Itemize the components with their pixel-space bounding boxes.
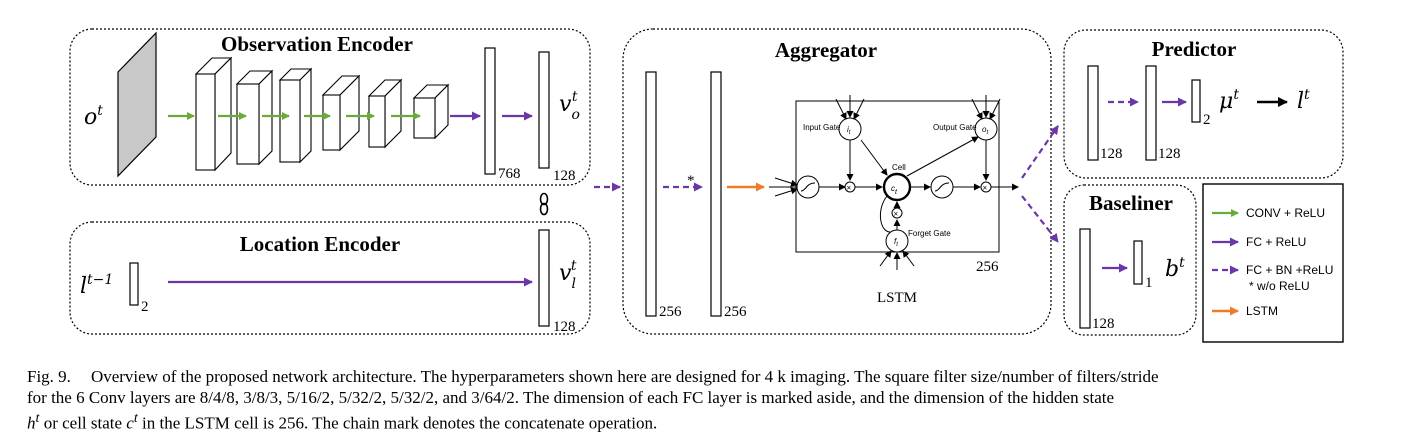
fc-768-label: 768 <box>498 166 521 182</box>
pred-output-dim: 2 <box>1203 112 1211 128</box>
conv-layer-6 <box>412 83 450 140</box>
location-encoder-title: Location Encoder <box>240 232 400 256</box>
legend: CONV + ReLU FC + ReLU FC + BN +ReLU * w/… <box>1212 206 1333 318</box>
concat-chain-icon <box>539 192 549 216</box>
mean-symbol: μt <box>1219 87 1239 114</box>
agg-fc-layer-2 <box>710 71 722 317</box>
figure-number: Fig. 9. <box>27 367 71 386</box>
to-baseliner-arrow <box>1021 195 1059 243</box>
svg-text:ft: ft <box>894 237 898 248</box>
base-output-dim: 1 <box>1145 275 1153 291</box>
svg-text:it: it <box>847 125 851 136</box>
forget-gate-label: Forget Gate <box>908 229 951 238</box>
base-output-vector <box>1133 240 1143 285</box>
observation-encoder-title: Observation Encoder <box>221 32 413 56</box>
legend-conv-label: CONV + ReLU <box>1246 206 1325 220</box>
svg-text:×: × <box>847 184 852 193</box>
agg-fc-1-label: 256 <box>659 304 682 320</box>
baseliner-title: Baseliner <box>1089 191 1173 215</box>
svg-text:×: × <box>983 184 988 193</box>
forget-gate-node <box>885 229 909 253</box>
input-gate-label: Input Gate <box>803 123 841 132</box>
fc-obs-128-label: 128 <box>553 168 576 184</box>
location-input-vector <box>129 262 139 306</box>
pred-fc-1-label: 128 <box>1100 146 1123 162</box>
base-fc-label: 128 <box>1092 316 1115 332</box>
next-location-symbol: lt <box>1297 87 1310 114</box>
fc-layer-768 <box>484 47 496 175</box>
svg-text:×: × <box>894 210 899 219</box>
pred-fc-2-label: 128 <box>1158 146 1181 162</box>
caption-line-1: Overview of the proposed network archite… <box>90 367 1159 386</box>
conv-layer-5 <box>367 78 403 149</box>
fc-layer-loc-128 <box>538 229 550 327</box>
output-activation-node <box>930 175 954 199</box>
input-observation-symbol: ot <box>84 103 103 130</box>
agg-fc-2-label: 256 <box>724 304 747 320</box>
legend-lstm-label: LSTM <box>1246 304 1278 318</box>
conv-layer-1 <box>194 56 233 172</box>
pred-fc-layer-1 <box>1087 65 1099 161</box>
input-image-slab <box>117 31 157 178</box>
agg-fc-layer-1 <box>645 71 657 317</box>
base-fc-layer <box>1079 228 1091 329</box>
location-input-dim: 2 <box>141 299 149 315</box>
location-feature-symbol: vlt <box>559 258 577 292</box>
to-predictor-arrow <box>1021 125 1059 179</box>
output-gate-label: Output Gate <box>933 123 977 132</box>
svg-text:ct: ct <box>891 184 898 196</box>
aggregator-title: Aggregator <box>775 38 877 62</box>
obs-feature-symbol: vot <box>559 89 580 123</box>
observation-encoder-box <box>69 28 591 186</box>
location-encoder-box <box>69 221 591 335</box>
legend-norelu-label: * w/o ReLU <box>1249 279 1310 293</box>
predictor-title: Predictor <box>1152 37 1237 61</box>
location-input-symbol: lt−1 <box>80 272 113 299</box>
conv-layer-2 <box>235 69 274 166</box>
caption-line-2: for the 6 Conv layers are 8/4/8, 3/8/3, … <box>27 388 1115 407</box>
conv-layer-4 <box>321 74 361 152</box>
legend-fcbn-label: FC + BN +ReLU <box>1246 263 1333 277</box>
fc-loc-128-label: 128 <box>553 319 576 335</box>
legend-box <box>1202 183 1344 343</box>
lstm-cell: × it Input Gate ct Cell × ft Forget Gate <box>769 95 1019 275</box>
figure-caption: Fig. 9. Overview of the proposed network … <box>27 366 1389 434</box>
cell-label: Cell <box>892 163 906 172</box>
aggregator-box <box>622 28 1052 335</box>
input-activation-node <box>796 175 820 199</box>
legend-fc-label: FC + ReLU <box>1246 235 1306 249</box>
input-gate-node <box>838 117 862 141</box>
conv-layer-3 <box>278 67 313 164</box>
lstm-dim-label: 256 <box>976 259 999 275</box>
lstm-label: LSTM <box>877 290 917 306</box>
pred-output-vector <box>1191 79 1201 123</box>
caption-line-3: ht or cell state ct in the LSTM cell is … <box>27 410 658 433</box>
svg-text:ot: ot <box>982 125 988 136</box>
fc-layer-obs-128 <box>538 51 550 169</box>
pred-fc-layer-2 <box>1145 65 1157 161</box>
no-relu-star: * <box>687 173 695 189</box>
baseline-symbol: bt <box>1165 255 1185 282</box>
baseliner-box <box>1063 184 1197 336</box>
cell-state-node <box>882 172 912 202</box>
predictor-box <box>1063 29 1344 179</box>
